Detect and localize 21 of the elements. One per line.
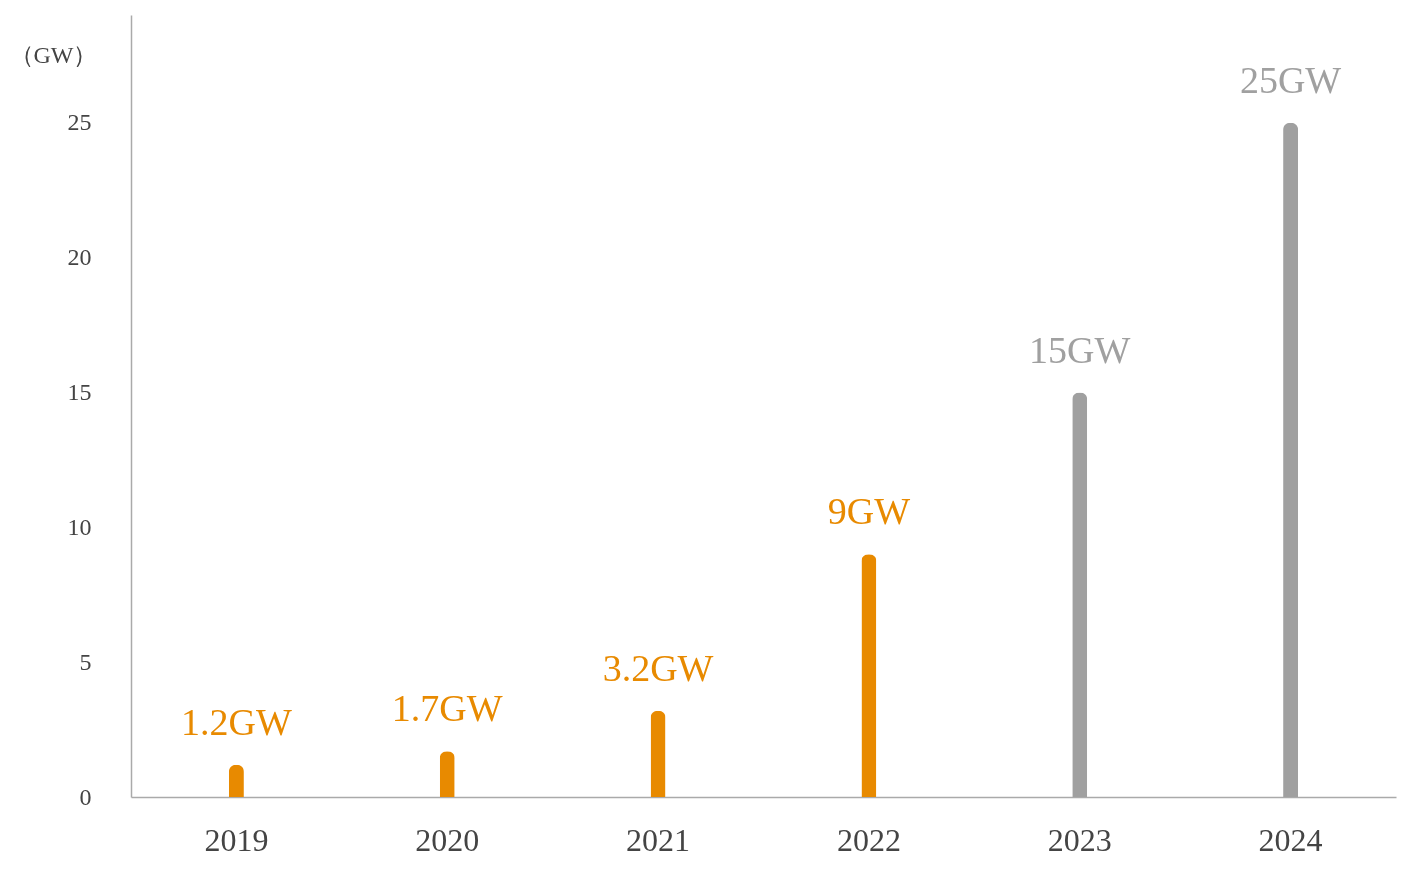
x-tick-label: 2023 (1047, 821, 1112, 858)
data-label: 9GW (827, 490, 911, 533)
x-tick-label: 2020 (415, 821, 480, 858)
data-label: 15GW (1029, 328, 1131, 371)
y-tick-label: 0 (79, 783, 92, 810)
x-tick-label: 2024 (1258, 821, 1323, 858)
y-tick-label: 10 (67, 513, 92, 540)
y-tick-label: 25 (67, 109, 92, 136)
data-label: 3.2GW (602, 646, 714, 689)
bar (861, 554, 877, 797)
y-tick-label: 20 (67, 244, 92, 271)
y-axis-title: （GW） (9, 41, 98, 68)
data-label: 25GW (1239, 58, 1342, 101)
x-tick-label: 2021 (626, 821, 691, 858)
data-label: 1.7GW (391, 687, 503, 730)
x-tick-label: 2019 (204, 821, 269, 858)
data-label: 1.2GW (181, 700, 292, 743)
y-tick-label: 15 (67, 379, 92, 406)
bar (650, 710, 666, 797)
y-tick-label: 5 (79, 648, 92, 675)
x-tick-label: 2022 (836, 821, 901, 858)
